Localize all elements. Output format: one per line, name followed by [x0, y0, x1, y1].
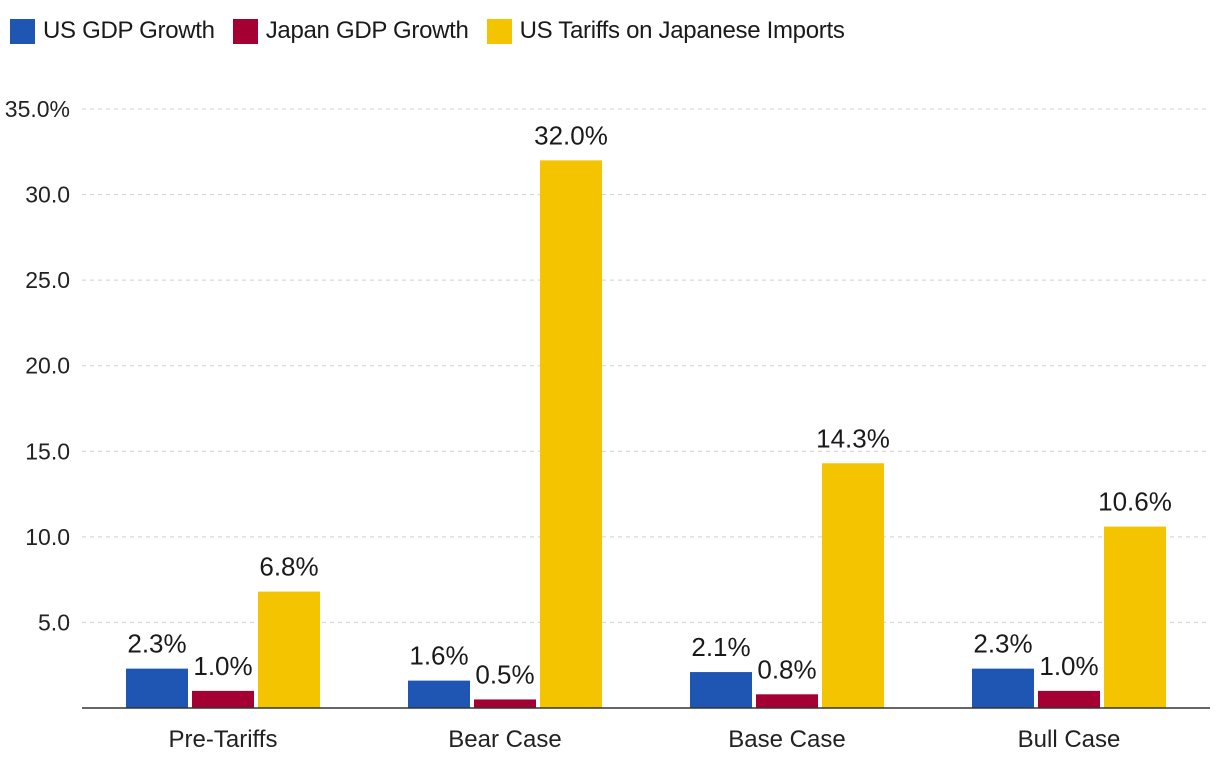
bar-japan_gdp-bear-case [474, 699, 536, 708]
bars [126, 160, 1166, 709]
bar-japan_gdp-base-case [756, 694, 818, 708]
legend-item-tariffs: US Tariffs on Japanese Imports [486, 17, 845, 45]
legend-swatch-tariffs [486, 18, 512, 44]
data-label: 2.3% [973, 629, 1032, 659]
x-axis-categories: Pre-Tariffs Bear Case Base Case Bull Case [169, 726, 1121, 753]
y-tick-label: 35.0% [5, 96, 70, 122]
bar-us_gdp-pre-tariffs [126, 668, 188, 708]
legend-swatch-japan-gdp [232, 18, 258, 44]
chart-legend: US GDP Growth Japan GDP Growth US Tariff… [10, 14, 863, 48]
data-label: 14.3% [816, 423, 890, 453]
y-tick-label: 5.0 [38, 609, 70, 635]
x-category-label: Bull Case [1018, 726, 1121, 753]
x-category-label: Bear Case [448, 726, 561, 753]
legend-label-us-gdp: US GDP Growth [43, 17, 215, 44]
data-label: 6.8% [259, 552, 318, 582]
data-label: 2.1% [691, 632, 750, 662]
x-category-label: Pre-Tariffs [169, 726, 278, 753]
data-label: 2.3% [127, 629, 186, 659]
data-label: 32.0% [534, 120, 608, 150]
legend-item-japan-gdp: Japan GDP Growth [232, 17, 469, 45]
bar-tariffs-bear-case [540, 160, 602, 709]
bar-us_gdp-base-case [690, 672, 752, 708]
bar-us_gdp-bear-case [408, 680, 470, 708]
data-labels: 2.3%1.0%6.8%1.6%0.5%32.0%2.1%0.8%14.3%2.… [127, 120, 1172, 689]
y-tick-label: 20.0 [25, 353, 70, 379]
bar-tariffs-base-case [822, 463, 884, 708]
data-label: 10.6% [1098, 487, 1172, 517]
y-tick-label: 25.0 [25, 267, 70, 293]
data-label: 1.6% [409, 641, 468, 671]
y-axis-ticks: 5.0 10.0 15.0 20.0 25.0 30.0 35.0% [5, 96, 70, 635]
bar-tariffs-bull-case [1104, 526, 1166, 708]
bar-japan_gdp-bull-case [1038, 690, 1100, 708]
legend-swatch-us-gdp [10, 18, 35, 44]
gridlines [82, 108, 1210, 623]
legend-label-japan-gdp: Japan GDP Growth [265, 17, 469, 44]
legend-label-tariffs: US Tariffs on Japanese Imports [519, 17, 845, 44]
y-tick-label: 10.0 [25, 524, 70, 550]
data-label: 1.0% [193, 651, 252, 681]
x-category-label: Base Case [728, 726, 845, 753]
y-tick-label: 30.0 [25, 182, 70, 208]
data-label: 0.5% [475, 659, 534, 689]
bar-us_gdp-bull-case [972, 668, 1034, 708]
y-tick-label: 15.0 [25, 438, 70, 464]
data-label: 0.8% [757, 654, 816, 684]
legend-item-us-gdp: US GDP Growth [10, 17, 215, 45]
bar-tariffs-pre-tariffs [258, 591, 320, 708]
data-label: 1.0% [1039, 651, 1098, 681]
bar-japan_gdp-pre-tariffs [192, 690, 254, 708]
